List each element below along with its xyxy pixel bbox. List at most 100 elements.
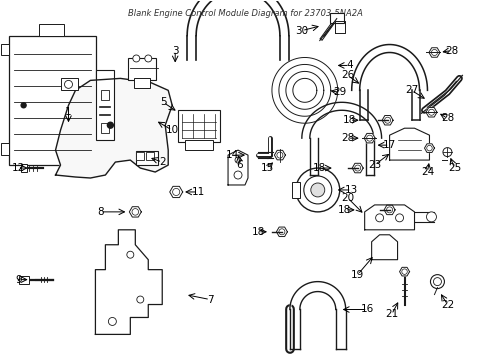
Circle shape	[431, 275, 444, 289]
Bar	[292, 182, 300, 198]
Bar	[330, 13, 343, 23]
Polygon shape	[371, 235, 397, 260]
Bar	[136, 151, 158, 165]
Bar	[61, 78, 78, 90]
Text: 23: 23	[368, 160, 381, 170]
Text: 4: 4	[346, 60, 353, 71]
Circle shape	[304, 176, 332, 204]
Text: 17: 17	[383, 140, 396, 150]
Text: 28: 28	[441, 113, 454, 123]
Circle shape	[234, 171, 242, 179]
Text: 8: 8	[97, 207, 104, 217]
Text: 22: 22	[441, 300, 454, 310]
Bar	[128, 58, 156, 80]
Polygon shape	[96, 230, 162, 334]
Polygon shape	[426, 108, 437, 117]
Text: 16: 16	[361, 305, 374, 315]
Bar	[0, 44, 9, 55]
Bar	[178, 110, 220, 142]
Text: 20: 20	[341, 193, 354, 203]
Text: 7: 7	[207, 294, 214, 305]
Circle shape	[21, 103, 26, 108]
Text: 25: 25	[448, 163, 461, 173]
Text: 28: 28	[445, 45, 458, 55]
Text: 15: 15	[261, 163, 274, 173]
Circle shape	[387, 207, 392, 213]
Text: 24: 24	[421, 167, 434, 177]
Circle shape	[277, 152, 283, 158]
Bar	[19, 276, 28, 284]
Circle shape	[133, 55, 140, 62]
Circle shape	[427, 145, 432, 151]
Polygon shape	[399, 267, 410, 276]
Circle shape	[355, 165, 361, 171]
Polygon shape	[390, 128, 429, 160]
Circle shape	[108, 318, 116, 325]
Bar	[9, 36, 97, 165]
Polygon shape	[424, 144, 435, 152]
Polygon shape	[129, 207, 141, 217]
Circle shape	[426, 212, 437, 222]
Text: 21: 21	[385, 310, 398, 319]
Polygon shape	[364, 134, 375, 143]
Polygon shape	[384, 205, 395, 215]
Bar	[39, 24, 64, 36]
Text: 6: 6	[237, 160, 244, 170]
Text: 1: 1	[65, 107, 72, 117]
Circle shape	[137, 296, 144, 303]
Text: 2: 2	[159, 157, 166, 167]
Circle shape	[434, 278, 441, 285]
Bar	[21, 164, 26, 172]
Text: 28: 28	[341, 133, 354, 143]
Polygon shape	[382, 116, 393, 125]
Polygon shape	[228, 150, 248, 185]
Circle shape	[376, 214, 384, 222]
Circle shape	[65, 80, 73, 88]
Circle shape	[367, 135, 373, 141]
Circle shape	[235, 157, 241, 163]
Text: 29: 29	[333, 87, 346, 97]
Bar	[185, 140, 213, 150]
Text: 12: 12	[12, 163, 25, 173]
Text: 14: 14	[225, 150, 239, 160]
Text: 18: 18	[313, 163, 326, 173]
Text: 26: 26	[341, 71, 354, 80]
Circle shape	[296, 168, 340, 212]
Circle shape	[428, 109, 435, 115]
Polygon shape	[429, 48, 440, 57]
Text: 5: 5	[160, 97, 167, 107]
Text: 11: 11	[192, 187, 205, 197]
Bar	[147, 152, 154, 160]
Text: 27: 27	[405, 85, 418, 95]
Bar	[134, 78, 150, 88]
Polygon shape	[274, 150, 285, 160]
Circle shape	[127, 251, 134, 258]
Circle shape	[311, 183, 325, 197]
Circle shape	[395, 214, 404, 222]
Text: 3: 3	[172, 45, 178, 55]
Polygon shape	[352, 163, 363, 173]
Circle shape	[402, 269, 407, 274]
Bar	[101, 90, 109, 100]
Bar	[97, 71, 114, 140]
Polygon shape	[276, 227, 287, 237]
Text: 18: 18	[343, 115, 356, 125]
Circle shape	[132, 208, 139, 215]
Polygon shape	[365, 205, 415, 230]
Circle shape	[145, 55, 152, 62]
Circle shape	[279, 229, 285, 235]
Text: 10: 10	[166, 125, 179, 135]
Text: 9: 9	[15, 275, 22, 285]
Bar	[0, 143, 9, 155]
Bar	[136, 152, 144, 160]
Polygon shape	[170, 186, 183, 198]
Text: Blank Engine Control Module Diagram for 23703-5NA2A: Blank Engine Control Module Diagram for …	[127, 9, 363, 18]
Text: 19: 19	[351, 270, 364, 280]
Text: 30: 30	[295, 26, 308, 36]
Circle shape	[107, 122, 113, 128]
Text: 18: 18	[338, 205, 351, 215]
Text: 13: 13	[345, 185, 358, 195]
Text: 18: 18	[251, 227, 265, 237]
Circle shape	[443, 148, 452, 157]
Circle shape	[432, 49, 438, 55]
